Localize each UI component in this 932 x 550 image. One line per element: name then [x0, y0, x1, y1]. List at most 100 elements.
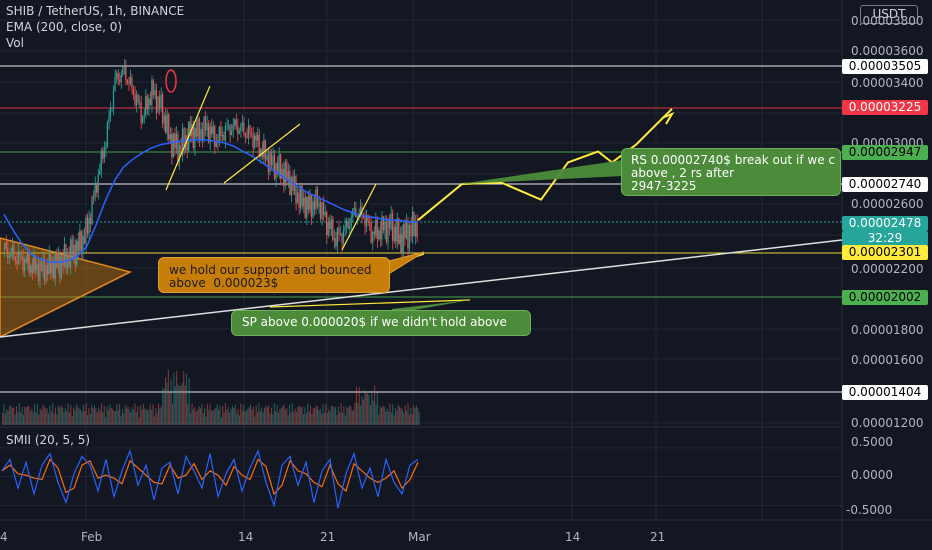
- candle-body: [408, 224, 411, 249]
- volume-bar: [121, 408, 123, 425]
- volume-bar: [400, 407, 402, 425]
- price-axis-tick: 0.00001600: [851, 353, 924, 367]
- candle-body: [307, 197, 309, 210]
- volume-bar: [158, 403, 160, 425]
- volume-bar: [216, 404, 218, 425]
- volume-bar: [116, 404, 118, 425]
- volume-bar: [348, 405, 351, 425]
- volume-bar: [183, 371, 185, 425]
- volume-bar: [418, 411, 420, 425]
- candle-body: [115, 73, 118, 77]
- price-axis-tick: 0.00001200: [851, 416, 924, 430]
- time-axis-tick: 14: [565, 530, 581, 544]
- candle-body: [171, 134, 173, 158]
- candle-body: [349, 225, 351, 229]
- volume-bar: [206, 404, 208, 425]
- candle-body: [234, 119, 236, 125]
- volume-bar: [75, 404, 77, 425]
- candle-body: [284, 162, 286, 186]
- candle-body: [378, 230, 380, 240]
- volume-bar: [314, 408, 316, 425]
- candle-body: [405, 221, 407, 239]
- volume-bar: [273, 403, 275, 425]
- volume-bar: [392, 404, 394, 425]
- volume-bar: [123, 413, 125, 425]
- volume-bar: [208, 410, 210, 425]
- volume-bar: [255, 405, 257, 425]
- candle-body: [321, 202, 323, 219]
- volume-bar: [265, 405, 267, 425]
- candle-body: [65, 244, 67, 269]
- candle-body: [138, 102, 141, 104]
- volume-bar: [109, 404, 111, 425]
- volume-bar: [238, 415, 240, 425]
- candle-body: [114, 76, 116, 91]
- candle-body: [347, 221, 349, 229]
- volume-bar: [414, 407, 416, 425]
- volume-bar: [248, 407, 250, 425]
- volume-bar: [252, 407, 254, 425]
- candle-body: [319, 202, 322, 219]
- candle-body: [60, 256, 62, 278]
- volume-bar: [105, 417, 107, 425]
- resistance-annotation[interactable]: RS 0.00002740$ break out if we c above ,…: [621, 148, 841, 196]
- volume-bar: [18, 403, 20, 425]
- volume-bar: [84, 410, 86, 425]
- volume-bar: [199, 408, 201, 425]
- volume-bar: [85, 403, 87, 425]
- volume-bar: [131, 407, 133, 425]
- volume-bar: [190, 412, 192, 425]
- volume-bar: [194, 406, 196, 425]
- candle-body: [10, 252, 12, 257]
- candle-body: [126, 79, 128, 83]
- candle-body: [36, 264, 38, 271]
- candle-body: [338, 228, 340, 235]
- stop-annotation[interactable]: SP above 0.000020$ if we didn't hold abo…: [231, 310, 531, 336]
- candle-body: [253, 135, 256, 148]
- volume-bar: [127, 405, 129, 425]
- volume-bar: [379, 406, 381, 425]
- volume-bar: [24, 406, 26, 425]
- volume-bar: [103, 405, 105, 425]
- support-annotation[interactable]: we hold our support and bounced above 0.…: [158, 257, 390, 293]
- candle-body: [103, 149, 105, 159]
- volume-bar: [73, 407, 75, 425]
- candle-body: [246, 135, 248, 138]
- candle-body: [83, 235, 85, 244]
- volume-bar: [106, 406, 108, 425]
- volume-bar: [312, 408, 314, 425]
- price-axis-tick: 0.00002600: [851, 197, 924, 211]
- volume-bar: [13, 407, 15, 425]
- candle-body: [129, 77, 131, 84]
- candle-body: [353, 208, 355, 210]
- candle-body: [48, 252, 50, 275]
- candle-body: [350, 217, 352, 226]
- candle-body: [155, 90, 158, 113]
- volume-bar: [45, 408, 47, 425]
- candle-body: [257, 134, 259, 141]
- currency-button[interactable]: USDT: [860, 5, 918, 24]
- volume-bar: [279, 409, 281, 425]
- candle-body: [178, 145, 181, 163]
- volume-bar: [295, 411, 298, 425]
- volume-bar: [59, 407, 61, 425]
- volume-bar: [57, 405, 59, 425]
- candle-body: [89, 217, 92, 225]
- ema-200-line: [3, 139, 418, 263]
- volume-bar: [240, 403, 242, 425]
- candle-body: [362, 215, 365, 219]
- volume-bar: [195, 411, 197, 425]
- candle-body: [223, 134, 225, 141]
- volume-bar: [403, 412, 405, 425]
- volume-bar: [50, 411, 52, 425]
- bar-countdown: 32:29: [842, 231, 928, 246]
- volume-bar: [192, 409, 195, 425]
- volume-bar: [202, 412, 204, 425]
- volume-bar: [22, 414, 25, 425]
- candle-body: [399, 234, 401, 244]
- volume-bar: [25, 407, 27, 425]
- volume-bar: [86, 415, 89, 425]
- candle-body: [384, 221, 386, 231]
- candle-body: [99, 170, 101, 175]
